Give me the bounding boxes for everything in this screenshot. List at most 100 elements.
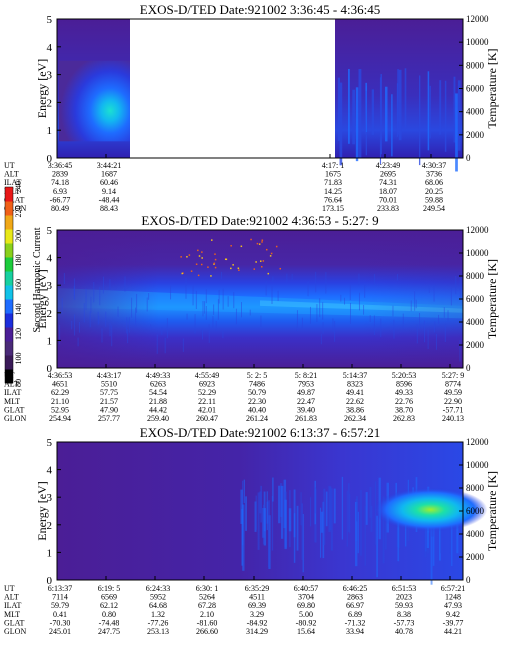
y2-tick-label: 0 [466,575,471,585]
stripe [202,300,204,317]
table-cell: 68.06 [425,178,443,187]
speckle [214,258,217,261]
stripe [101,328,103,343]
y2-tick-label: 4000 [466,317,485,327]
colorbar-tick-label: 100 [14,353,23,365]
table-cell: 4:17: 1 [322,161,344,170]
speckle [201,257,203,259]
table-cell: 59.93 [395,601,413,610]
speckle [267,272,270,275]
y2-axis-label: Temperature [K] [485,259,499,339]
stripe [254,501,257,532]
stripe [255,495,257,530]
speckle [198,255,201,257]
table-cell: -81.60 [197,618,218,627]
table-cell: 6:35:29 [245,584,269,593]
table-cell: 7486 [249,380,265,389]
stripe [131,297,133,318]
y-tick-label: 5 [47,225,53,237]
stripe [63,272,65,285]
stripe [185,277,187,299]
table-cell: 69.80 [297,601,315,610]
table-cell: -48.44 [99,195,120,204]
stripe [280,485,284,539]
stripe [320,511,324,533]
stripe [455,275,457,295]
speckle [265,248,268,251]
stripe [315,271,317,293]
speckle [240,245,243,248]
table-cell: 54.54 [149,388,167,397]
colorbar-swatch [5,299,13,314]
speckle [201,251,203,253]
stripe [438,314,440,324]
table-cell: -57.71 [443,405,464,414]
stripe [90,296,92,314]
colorbar-swatch [5,187,13,202]
colorbar-swatch [5,229,13,244]
table-cell: 5: 8:21 [295,371,317,380]
table-cell: 3:44:21 [97,161,121,170]
table-cell: 18.07 [379,187,397,196]
stripe [204,301,206,314]
table-cell: 67.28 [198,601,216,610]
table-cell: -74.48 [99,618,120,627]
y2-tick-label: 10000 [466,460,489,470]
stripe [98,315,100,324]
table-row-label: GLAT [4,618,25,627]
stripe [241,302,243,318]
y2-tick-label: 6000 [466,294,485,304]
table-cell: 6:40:57 [294,584,318,593]
table-cell: 0.41 [53,610,67,619]
table-cell: 4651 [52,380,68,389]
table-cell: 3704 [298,593,314,602]
table-cell: 20.25 [425,187,443,196]
y-axis-right: 0 2000 4000 6000 8000 10000 12000 [459,437,489,585]
stripe [208,324,210,343]
stripe [444,324,446,343]
y-tick-label: 4 [47,465,53,477]
table-cell: 5264 [199,593,215,602]
y-tick-label: 5 [47,437,53,449]
stripe [241,509,243,566]
speckle [210,275,212,277]
table-row-label: ILAT [4,178,21,187]
table-cell: 6923 [199,380,215,389]
table-cell: 22.62 [346,397,364,406]
speckle [275,245,278,248]
table-cell: 21.88 [149,397,167,406]
speckle [269,255,272,257]
stripe [328,485,331,533]
stripe [74,314,76,336]
stripe [370,505,373,532]
data-gap [130,19,335,158]
table-cell: -39.77 [443,618,464,627]
table-cell: 173.15 [322,204,344,213]
speckle [213,262,216,265]
stripe [205,289,207,304]
stripe [222,288,224,310]
orbit-table: UTALTILATMLTGLATGLON3:36:45283974.186.93… [4,161,446,213]
intensity-region [59,60,130,142]
stripe [355,501,358,567]
table-cell: -71.32 [345,618,366,627]
stripe [392,305,394,317]
stripe [344,297,346,305]
table-cell: 50.79 [248,388,266,397]
stripe [301,503,303,560]
table-cell: 8596 [396,380,412,389]
stripe [307,280,309,297]
stripe [323,488,326,545]
table-cell: 33.94 [346,627,364,636]
table-cell: -57.73 [394,618,415,627]
speckle [214,253,216,255]
stripe [346,490,348,547]
stripe [293,513,296,563]
table-cell: -80.92 [296,618,317,627]
stripe [217,299,219,320]
table-cell: 2.10 [200,610,214,619]
table-cell: 6.93 [53,187,67,196]
table-cell: 3:36:45 [48,161,72,170]
stripe [444,80,447,152]
table-cell: 2839 [52,170,68,179]
